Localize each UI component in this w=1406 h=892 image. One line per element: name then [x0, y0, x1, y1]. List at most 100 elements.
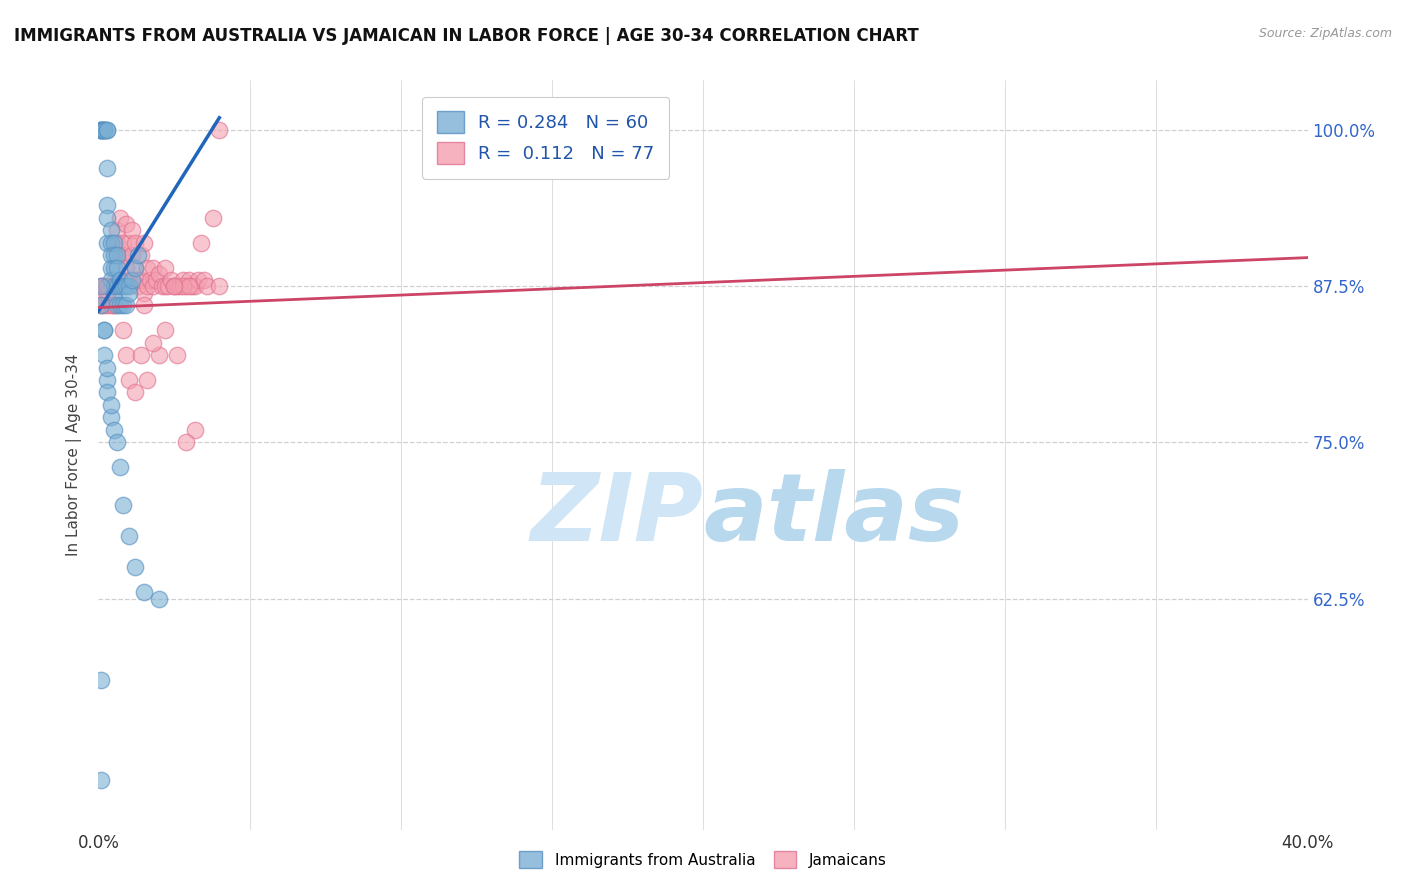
Point [114, 260, 136, 275]
Point [132, 285, 155, 300]
Point [172, 279, 194, 293]
Point [96, 285, 118, 300]
Point [208, 279, 231, 293]
Point [184, 279, 207, 293]
Point [163, 279, 186, 293]
Point [103, 279, 125, 293]
Point [132, 585, 155, 599]
Point [179, 279, 201, 293]
Point [108, 279, 131, 293]
Point [93, 348, 115, 362]
Point [208, 123, 231, 137]
Point [103, 423, 125, 437]
Point [105, 235, 128, 250]
Point [160, 273, 183, 287]
Point [153, 260, 176, 275]
Point [172, 273, 194, 287]
Point [190, 235, 212, 250]
Point [108, 211, 131, 225]
Point [103, 285, 125, 300]
Point [100, 279, 122, 293]
Point [96, 373, 118, 387]
Point [132, 298, 155, 312]
Point [100, 398, 122, 412]
Point [129, 348, 152, 362]
Point [96, 298, 118, 312]
Point [135, 279, 157, 293]
Point [148, 591, 170, 606]
Point [108, 460, 131, 475]
Point [100, 248, 122, 262]
Point [118, 273, 141, 287]
Point [135, 260, 157, 275]
Point [90, 772, 112, 787]
Point [105, 435, 128, 450]
Point [111, 498, 134, 512]
Point [148, 267, 170, 281]
Point [127, 279, 149, 293]
Text: ZIP: ZIP [530, 469, 703, 561]
Legend: Immigrants from Australia, Jamaicans: Immigrants from Australia, Jamaicans [512, 844, 894, 875]
Y-axis label: In Labor Force | Age 30-34: In Labor Force | Age 30-34 [66, 353, 83, 557]
Point [142, 335, 165, 350]
Point [127, 248, 149, 262]
Point [96, 279, 118, 293]
Point [90, 298, 112, 312]
Point [121, 273, 143, 287]
Point [187, 273, 209, 287]
Point [100, 298, 122, 312]
Point [142, 260, 165, 275]
Point [111, 248, 134, 262]
Point [124, 235, 146, 250]
Point [93, 323, 115, 337]
Point [124, 385, 146, 400]
Point [114, 298, 136, 312]
Point [96, 235, 118, 250]
Point [181, 279, 204, 293]
Point [93, 123, 115, 137]
Point [148, 348, 170, 362]
Point [105, 248, 128, 262]
Point [105, 298, 128, 312]
Point [100, 273, 122, 287]
Point [90, 123, 112, 137]
Point [153, 279, 176, 293]
Point [100, 223, 122, 237]
Point [111, 298, 134, 312]
Point [121, 223, 143, 237]
Point [174, 279, 197, 293]
Point [96, 123, 118, 137]
Point [96, 123, 118, 137]
Point [132, 235, 155, 250]
Point [93, 123, 115, 137]
Point [90, 279, 112, 293]
Point [103, 298, 125, 312]
Point [202, 211, 225, 225]
Point [129, 273, 152, 287]
Point [166, 279, 188, 293]
Point [96, 161, 118, 175]
Point [90, 673, 112, 687]
Point [93, 123, 115, 137]
Point [103, 279, 125, 293]
Point [100, 235, 122, 250]
Point [150, 279, 173, 293]
Point [93, 123, 115, 137]
Point [184, 423, 207, 437]
Point [108, 298, 131, 312]
Point [127, 273, 149, 287]
Point [108, 273, 131, 287]
Point [124, 260, 146, 275]
Point [105, 279, 128, 293]
Point [93, 279, 115, 293]
Point [114, 348, 136, 362]
Point [195, 279, 218, 293]
Point [114, 279, 136, 293]
Point [111, 279, 134, 293]
Point [93, 298, 115, 312]
Point [118, 235, 141, 250]
Point [118, 285, 141, 300]
Point [166, 348, 188, 362]
Point [174, 435, 197, 450]
Point [179, 273, 201, 287]
